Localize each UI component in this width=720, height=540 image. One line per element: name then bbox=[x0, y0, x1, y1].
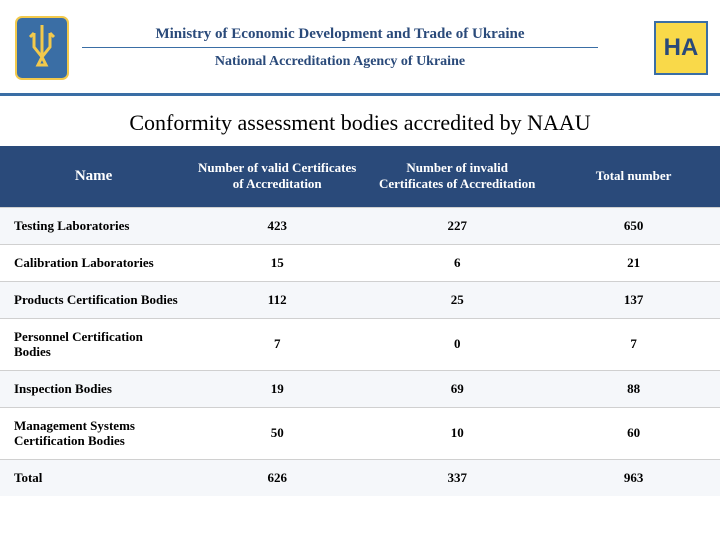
col-invalid: Number of invalid Certificates of Accred… bbox=[367, 146, 547, 207]
cell-name: Calibration Laboratories bbox=[0, 244, 187, 281]
coat-of-arms-icon bbox=[12, 13, 72, 83]
table-row: Calibration Laboratories15621 bbox=[0, 244, 720, 281]
cell-invalid: 6 bbox=[367, 244, 547, 281]
header-titles: Ministry of Economic Development and Tra… bbox=[82, 26, 598, 70]
table-row: Management Systems Certification Bodies5… bbox=[0, 407, 720, 459]
cell-valid: 112 bbox=[187, 281, 367, 318]
table-row: Total626337963 bbox=[0, 459, 720, 496]
cell-total: 7 bbox=[547, 318, 720, 370]
cell-valid: 19 bbox=[187, 370, 367, 407]
cell-invalid: 0 bbox=[367, 318, 547, 370]
page-header: Ministry of Economic Development and Tra… bbox=[0, 0, 720, 96]
cell-name: Testing Laboratories bbox=[0, 207, 187, 244]
cell-invalid: 227 bbox=[367, 207, 547, 244]
cell-name: Personnel Certification Bodies bbox=[0, 318, 187, 370]
ministry-name: Ministry of Economic Development and Tra… bbox=[82, 26, 598, 48]
cell-total: 88 bbox=[547, 370, 720, 407]
table-row: Testing Laboratories423227650 bbox=[0, 207, 720, 244]
table-header-row: Name Number of valid Certificates of Acc… bbox=[0, 146, 720, 207]
cell-valid: 50 bbox=[187, 407, 367, 459]
cell-valid: 423 bbox=[187, 207, 367, 244]
col-total: Total number bbox=[547, 146, 720, 207]
cell-name: Inspection Bodies bbox=[0, 370, 187, 407]
cell-total: 21 bbox=[547, 244, 720, 281]
cell-total: 60 bbox=[547, 407, 720, 459]
cell-name: Total bbox=[0, 459, 187, 496]
cell-invalid: 10 bbox=[367, 407, 547, 459]
cell-invalid: 69 bbox=[367, 370, 547, 407]
cell-name: Management Systems Certification Bodies bbox=[0, 407, 187, 459]
cell-name: Products Certification Bodies bbox=[0, 281, 187, 318]
logo-mark-icon: HA bbox=[654, 21, 708, 75]
cell-invalid: 25 bbox=[367, 281, 547, 318]
cell-valid: 15 bbox=[187, 244, 367, 281]
table-row: Inspection Bodies196988 bbox=[0, 370, 720, 407]
accreditation-table: Name Number of valid Certificates of Acc… bbox=[0, 146, 720, 496]
cell-valid: 7 bbox=[187, 318, 367, 370]
cell-valid: 626 bbox=[187, 459, 367, 496]
agency-logo: HA bbox=[598, 13, 708, 83]
cell-invalid: 337 bbox=[367, 459, 547, 496]
page-title: Conformity assessment bodies accredited … bbox=[0, 96, 720, 146]
cell-total: 137 bbox=[547, 281, 720, 318]
cell-total: 650 bbox=[547, 207, 720, 244]
table-row: Products Certification Bodies11225137 bbox=[0, 281, 720, 318]
col-valid: Number of valid Certificates of Accredit… bbox=[187, 146, 367, 207]
agency-name: National Accreditation Agency of Ukraine bbox=[82, 50, 598, 70]
table-row: Personnel Certification Bodies707 bbox=[0, 318, 720, 370]
cell-total: 963 bbox=[547, 459, 720, 496]
col-name: Name bbox=[0, 146, 187, 207]
